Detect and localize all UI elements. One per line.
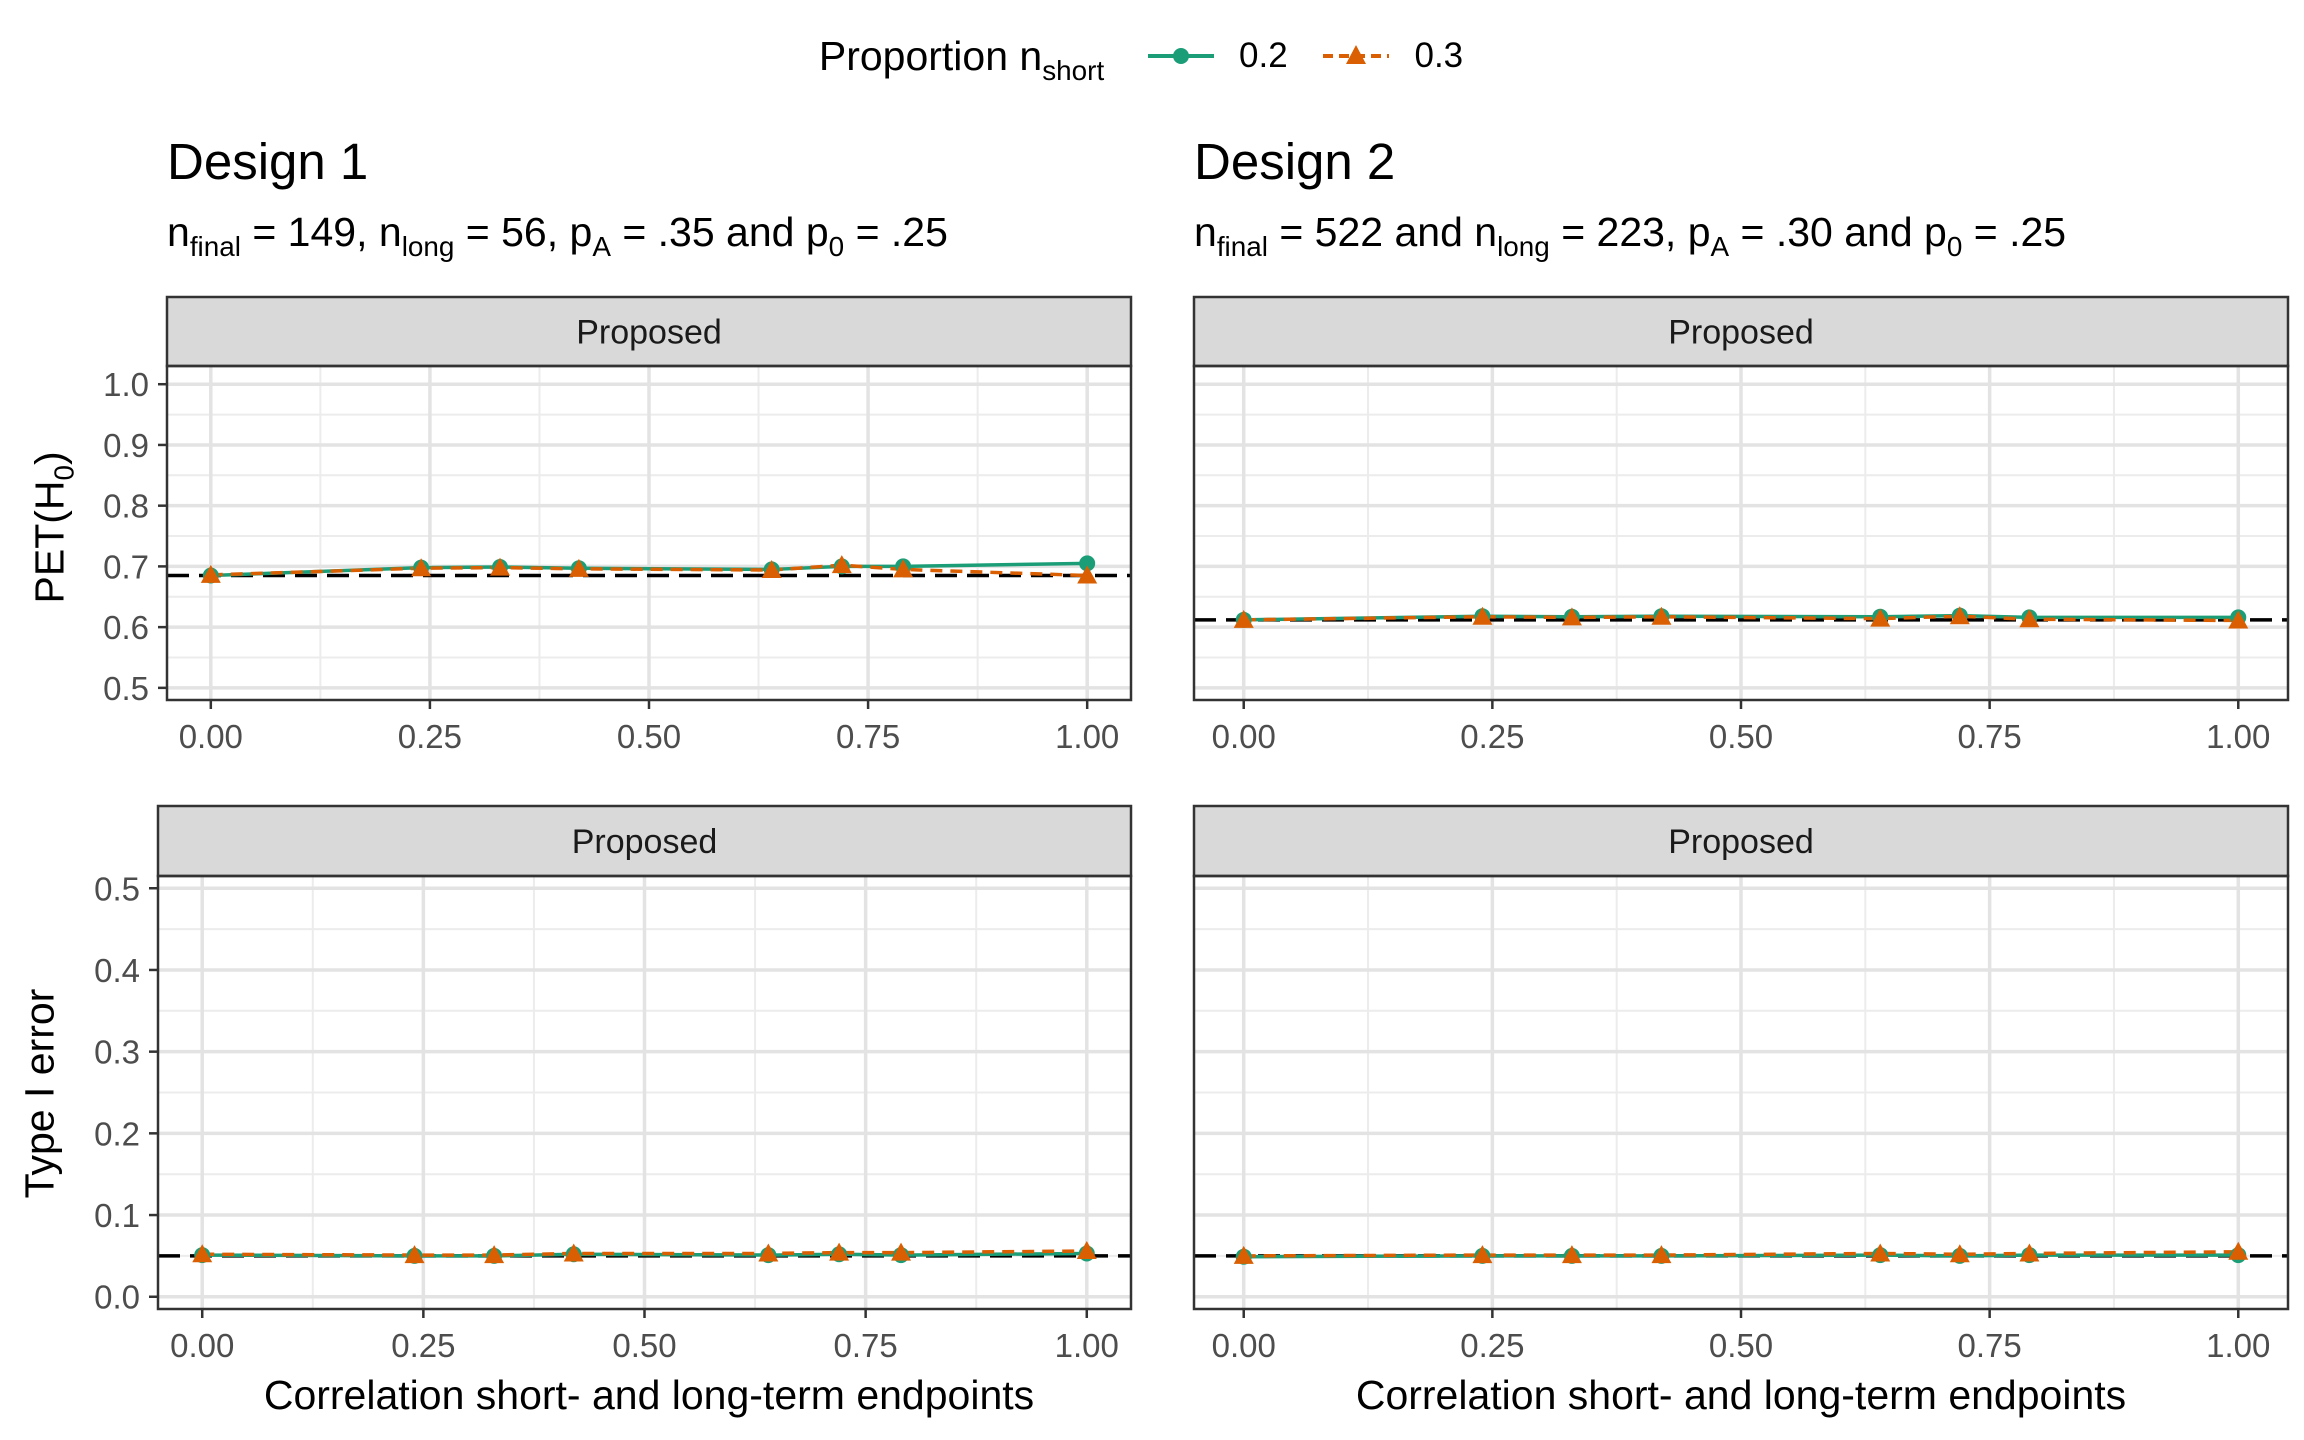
panel-2-strip-label: Proposed xyxy=(1668,314,1814,352)
panel-1-x-tick-label: 0.00 xyxy=(179,718,243,755)
panel-4-strip xyxy=(1192,804,2290,878)
panel-1-point-0.3 xyxy=(1077,565,1098,584)
panel-1-point-0.3 xyxy=(893,559,914,578)
panel-1-x-tick-label: 0.75 xyxy=(836,718,900,755)
panel-2-x-tick-label: 0.75 xyxy=(1958,718,2022,755)
design-2-title: Design 2 xyxy=(1194,133,1396,190)
panel-4-x-tick-label: 0.00 xyxy=(1212,1327,1276,1364)
panel-4-x-tick-label: 0.75 xyxy=(1958,1327,2022,1364)
panel-1-point-0.3 xyxy=(568,558,589,577)
panel-4-series-0.3-line xyxy=(1243,1250,2239,1258)
panel-2-point-0.3 xyxy=(2228,610,2249,629)
panel-3-series-0.3-line xyxy=(202,1249,1087,1257)
panel-3-point-0.3 xyxy=(484,1245,505,1264)
x-axis-label-right: Correlation short- and long-term endpoin… xyxy=(1355,1372,2127,1418)
panel-1-point-0.3 xyxy=(831,555,852,574)
legend: Proportion nshort 0.2 0.3 xyxy=(0,30,2304,86)
panel-2-strip xyxy=(1192,295,2290,368)
panel-2-series-0.3-line xyxy=(1243,614,2239,623)
x-axis-label-left: Correlation short- and long-term endpoin… xyxy=(263,1372,1035,1418)
panel-3-strip xyxy=(156,804,1133,878)
panel-1-y-tick-label: 0.8 xyxy=(103,488,149,525)
legend-label-0.2: 0.2 xyxy=(1239,36,1288,76)
legend-title: Proportion nshort xyxy=(818,32,1105,86)
panel-4-point-0.3 xyxy=(1949,1244,1970,1263)
panel-3-x-tick-label: 1.00 xyxy=(1055,1327,1119,1364)
panel-2-point-0.3 xyxy=(1870,608,1891,627)
panel-2-x-tick-label: 1.00 xyxy=(2206,718,2270,755)
panel-3-x-tick-label: 0.00 xyxy=(170,1327,234,1364)
panel-2-point-0.3 xyxy=(1472,606,1493,625)
design-1-subtitle: nfinal = 149, nlong = 56, pA = .35 and p… xyxy=(167,209,948,262)
panel-3-y-tick-label: 0.5 xyxy=(94,870,140,907)
panel-4-point-0.3 xyxy=(2228,1241,2249,1260)
panel-3-y-tick-label: 0.0 xyxy=(94,1279,140,1316)
panel-2-x-tick-label: 0.50 xyxy=(1709,718,1773,755)
panel-1-series-0.3-line xyxy=(210,563,1088,578)
panel-2-point-0.3 xyxy=(1949,606,1970,625)
legend-key-0.2 xyxy=(1147,48,1214,65)
panel-4-x-tick-label: 0.50 xyxy=(1709,1327,1773,1364)
panel-1-point-0.3 xyxy=(200,564,221,583)
panel-1-point-0.3 xyxy=(411,558,432,577)
panel-1-x-tick-label: 0.50 xyxy=(617,718,681,755)
panel-3-y-tick-label: 0.3 xyxy=(94,1034,140,1071)
panel-3-strip-label: Proposed xyxy=(572,823,718,861)
panel-4-point-0.3 xyxy=(1233,1245,1254,1264)
design-2-subtitle: nfinal = 522 and nlong = 223, pA = .30 a… xyxy=(1194,209,2067,262)
panel-3-point-0.3 xyxy=(758,1243,779,1262)
panel-3-x-tick-label: 0.50 xyxy=(612,1327,676,1364)
panel-3-point-0.3 xyxy=(1076,1240,1097,1259)
panel-1-strip-label: Proposed xyxy=(576,314,722,352)
panel-1-point-0.3 xyxy=(490,557,511,576)
panel-3-point-0.3 xyxy=(192,1244,213,1263)
panel-3-x-tick-label: 0.25 xyxy=(391,1327,455,1364)
panel-4-x-tick-label: 1.00 xyxy=(2206,1327,2270,1364)
panel-3-point-0.3 xyxy=(563,1243,584,1262)
legend-label-0.3: 0.3 xyxy=(1414,36,1464,76)
panel-4-point-0.3 xyxy=(1651,1245,1672,1264)
panel-1-x-tick-label: 1.00 xyxy=(1055,718,1119,755)
panel-3-point-0.3 xyxy=(829,1242,850,1261)
panel-1-point-0.3 xyxy=(761,560,782,579)
panel-3-y-tick-label: 0.4 xyxy=(94,952,140,989)
panel-1-y-tick-label: 1.0 xyxy=(103,366,149,403)
panel-2-point-0.3 xyxy=(1561,607,1582,626)
panel-3-point-0.3 xyxy=(404,1245,425,1264)
panel-4-x-tick-label: 0.25 xyxy=(1460,1327,1524,1364)
panel-2-point-0.3 xyxy=(1651,606,1672,625)
panel-2-point-0.3 xyxy=(2019,609,2040,628)
panel-4-point-0.3 xyxy=(1472,1245,1493,1264)
panel-3-y-tick-label: 0.2 xyxy=(94,1115,140,1152)
panel-3-point-0.3 xyxy=(891,1242,912,1261)
panel-4-point-0.3 xyxy=(1870,1243,1891,1262)
panel-1-y-tick-label: 0.9 xyxy=(103,427,149,464)
panel-1-y-tick-label: 0.5 xyxy=(103,670,149,707)
panel-1-point-0.2 xyxy=(1079,555,1096,572)
panel-4-point-0.3 xyxy=(1561,1245,1582,1264)
design-1-title: Design 1 xyxy=(167,133,369,190)
panel-4-point-0.3 xyxy=(2019,1243,2040,1262)
panel-3-x-tick-label: 0.75 xyxy=(834,1327,898,1364)
panel-1-y-tick-label: 0.6 xyxy=(103,609,149,646)
legend-key-0.3 xyxy=(1323,45,1390,65)
panel-4-strip-label: Proposed xyxy=(1668,823,1814,861)
panel-3-y-tick-label: 0.1 xyxy=(94,1197,140,1234)
panel-2-point-0.3 xyxy=(1233,609,1254,628)
panel-2-x-tick-label: 0.25 xyxy=(1460,718,1524,755)
panel-2-x-tick-label: 0.00 xyxy=(1212,718,1276,755)
panel-1-x-tick-label: 0.25 xyxy=(398,718,462,755)
panel-1-y-tick-label: 0.7 xyxy=(103,548,149,585)
panel-1-strip xyxy=(165,295,1133,368)
